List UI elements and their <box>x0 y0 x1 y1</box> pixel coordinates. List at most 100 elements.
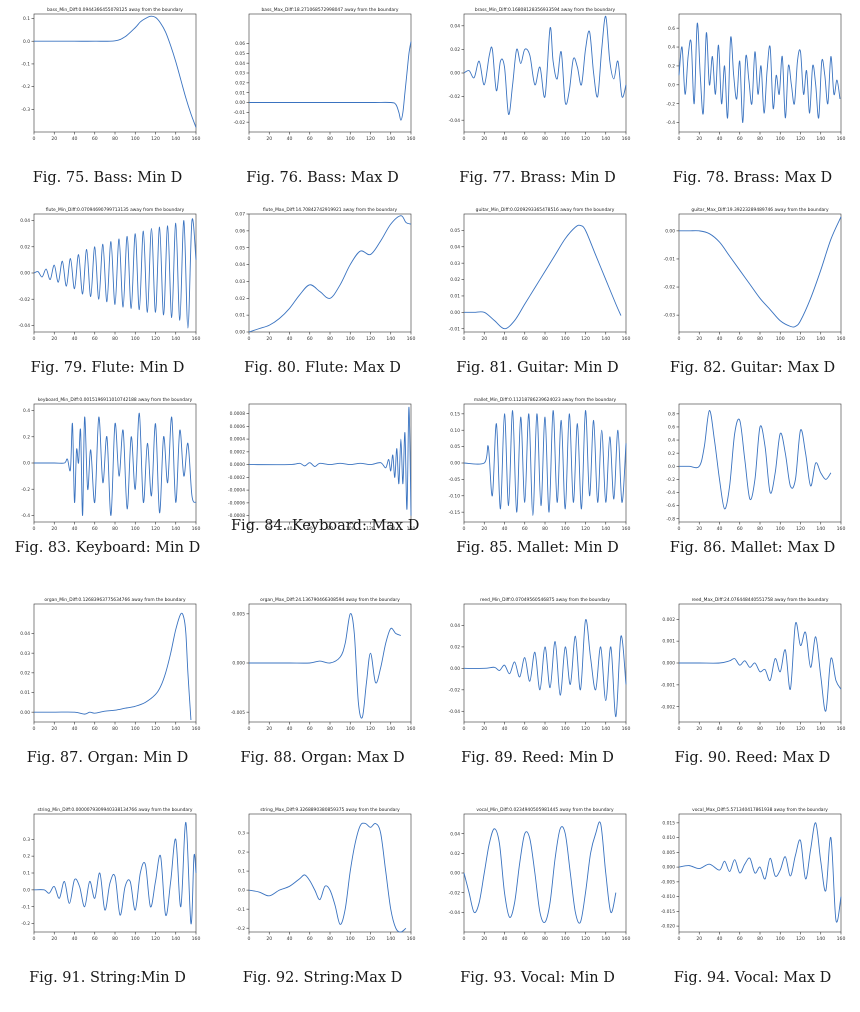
y-tick-label: 0.03 <box>235 71 245 77</box>
y-tick-label: 0.05 <box>235 51 245 57</box>
line-chart: vocal_Max_Diff:5.571340417861938 away fr… <box>649 800 853 950</box>
figure-caption: Fig. 91. String:Min D <box>8 968 207 988</box>
y-tick-label: -0.05 <box>449 477 461 483</box>
x-tick-label: 140 <box>816 936 825 942</box>
x-tick-label: 140 <box>601 936 610 942</box>
x-tick-label: 120 <box>796 336 805 342</box>
y-tick-label: 0.02 <box>235 296 245 302</box>
y-tick-label: 0.03 <box>450 261 460 267</box>
x-tick-label: 20 <box>481 526 487 532</box>
x-tick-label: 100 <box>776 936 785 942</box>
x-tick-label: 20 <box>266 936 272 942</box>
y-tick-label: -0.02 <box>234 120 246 126</box>
chart-title: string_Min_Diff:0.0000079309940338134766… <box>37 807 192 813</box>
x-tick-label: 120 <box>366 336 375 342</box>
x-tick-label: 40 <box>287 336 293 342</box>
x-tick-label: 160 <box>837 136 846 142</box>
y-tick-label: 0.8 <box>668 411 675 417</box>
x-tick-label: 100 <box>561 136 570 142</box>
y-tick-label: 0.00 <box>450 666 460 672</box>
y-tick-label: 0.000 <box>662 661 675 667</box>
y-tick-label: 0.02 <box>20 670 30 676</box>
y-tick-label: -0.015 <box>661 909 675 915</box>
x-tick-label: 120 <box>796 526 805 532</box>
y-tick-label: -0.6 <box>666 503 675 509</box>
x-tick-label: 120 <box>581 936 590 942</box>
x-tick-label: 140 <box>171 936 180 942</box>
y-tick-label: 0.04 <box>450 244 460 250</box>
figure-cell: guitar_Min_Diff:0.0209293365478516 away … <box>430 200 645 390</box>
x-tick-label: 160 <box>192 726 201 732</box>
x-tick-label: 60 <box>522 136 528 142</box>
x-tick-label: 100 <box>131 726 140 732</box>
x-tick-label: 20 <box>51 136 57 142</box>
y-tick-label: -0.005 <box>231 710 245 716</box>
x-tick-label: 140 <box>601 336 610 342</box>
figure-caption: Fig. 77. Brass: Min D <box>438 168 637 188</box>
y-tick-label: 0.05 <box>450 444 460 450</box>
line-chart: reed_Max_Diff:24.076448440551758 away fr… <box>649 590 853 740</box>
y-tick-label: 0.002 <box>662 617 675 623</box>
figure-cell: flute_Max_Diff:14.70842742919921 away fr… <box>215 200 430 390</box>
y-tick-label: 0.04 <box>20 631 30 637</box>
y-tick-label: 0.04 <box>450 623 460 629</box>
x-tick-label: 20 <box>481 136 487 142</box>
x-tick-label: 140 <box>816 336 825 342</box>
figure-caption: Fig. 86. Mallet: Max D <box>653 538 852 558</box>
y-tick-label: -0.15 <box>449 510 461 516</box>
y-tick-label: 0.02 <box>235 80 245 86</box>
y-tick-label: -0.4 <box>666 120 675 126</box>
x-tick-label: 100 <box>776 136 785 142</box>
x-tick-label: 80 <box>542 136 548 142</box>
x-tick-label: 20 <box>481 336 487 342</box>
x-tick-label: 100 <box>561 336 570 342</box>
y-tick-label: -0.01 <box>234 110 246 116</box>
line-chart: bass_Min_Diff:0.0944366455078125 away fr… <box>4 0 208 150</box>
x-tick-label: 60 <box>307 136 313 142</box>
x-tick-label: 140 <box>386 136 395 142</box>
figure-cell: reed_Min_Diff:0.07049560546875 away from… <box>430 590 645 800</box>
figure-cell: bass_Min_Diff:0.0944366455078125 away fr… <box>0 0 215 200</box>
figure-cell: vocal_Max_Diff:5.571340417861938 away fr… <box>645 800 860 1012</box>
figure-cell: 0 20 40 60 80 100 120 140 160 0.6 0.4 0.2 0.0 -0.2 -0.… <box>645 0 860 200</box>
chart-title: brass_Min_Diff:0.16808128356933594 away … <box>475 7 616 13</box>
figure-cell: 0 20 40 60 80 100 120 140 160 0.0008 0.0006 0.0004 0… <box>215 390 430 590</box>
chart-title: organ_Min_Diff:0.12683963775634766 away … <box>44 597 186 603</box>
x-tick-label: 40 <box>717 526 723 532</box>
x-tick-label: 20 <box>696 526 702 532</box>
x-tick-label: 140 <box>171 526 180 532</box>
x-tick-label: 120 <box>366 726 375 732</box>
y-tick-label: -0.0004 <box>228 488 245 494</box>
chart-title: guitar_Max_Diff:19.39223289489746 away f… <box>691 207 829 213</box>
x-tick-label: 20 <box>266 726 272 732</box>
y-tick-label: 0.04 <box>235 262 245 268</box>
figure-caption: Fig. 85. Mallet: Min D <box>438 538 637 558</box>
series-line <box>34 413 196 515</box>
figure-caption: Fig. 94. Vocal: Max D <box>653 968 852 988</box>
x-tick-label: 0 <box>248 936 251 942</box>
x-tick-label: 120 <box>366 936 375 942</box>
x-tick-label: 160 <box>622 726 631 732</box>
x-tick-label: 100 <box>776 336 785 342</box>
x-tick-label: 0 <box>33 336 36 342</box>
figure-caption: Fig. 76. Bass: Max D <box>223 168 422 188</box>
series-line <box>249 407 411 515</box>
x-tick-label: 120 <box>796 726 805 732</box>
y-tick-label: 0.001 <box>662 639 675 645</box>
y-tick-label: 0.15 <box>450 411 460 417</box>
x-tick-label: 60 <box>92 336 98 342</box>
x-tick-label: 100 <box>346 136 355 142</box>
x-tick-label: 140 <box>816 136 825 142</box>
x-tick-label: 80 <box>542 726 548 732</box>
x-tick-label: 80 <box>757 936 763 942</box>
x-tick-label: 20 <box>266 136 272 142</box>
x-tick-label: 100 <box>131 936 140 942</box>
x-tick-label: 100 <box>131 136 140 142</box>
figure-cell: guitar_Max_Diff:19.39223289489746 away f… <box>645 200 860 390</box>
x-tick-label: 60 <box>737 526 743 532</box>
x-tick-label: 0 <box>463 726 466 732</box>
y-tick-label: -0.02 <box>19 297 31 303</box>
chart-title: bass_Min_Diff:0.0944366455078125 away fr… <box>47 7 183 13</box>
y-tick-label: -0.01 <box>664 257 676 263</box>
